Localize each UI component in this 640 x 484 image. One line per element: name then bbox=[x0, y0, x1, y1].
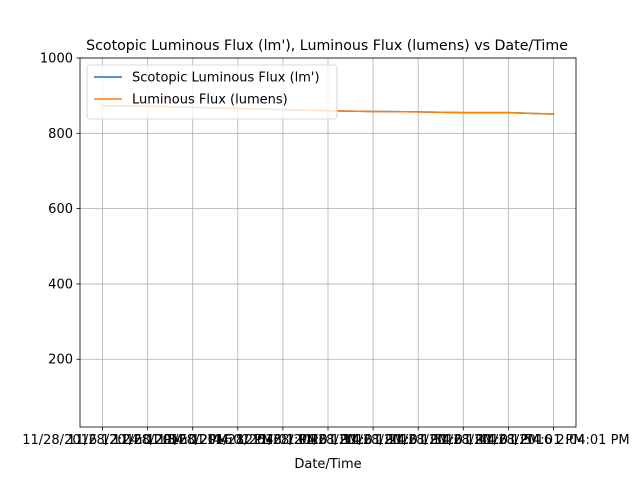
y-tick-label: 800 bbox=[48, 127, 73, 142]
x-tick-label: 11/28/2016 12:34:01 PM bbox=[67, 433, 228, 448]
chart-title: Scotopic Luminous Flux (lm'), Luminous F… bbox=[86, 38, 568, 54]
x-axis-label: Date/Time bbox=[294, 457, 361, 472]
y-tick-label: 1000 bbox=[40, 52, 73, 67]
x-tick-label: 11/28/2016 12:24:01 PM bbox=[22, 433, 183, 448]
legend-label-2: Luminous Flux (lumens) bbox=[132, 93, 288, 108]
x-tick-label: 11/28/2016 1:24:01 PM bbox=[297, 433, 449, 448]
x-tick-label: 11/28/2016 12:54:01 PM bbox=[157, 433, 318, 448]
x-tick-label: 11/28/2016 1:54:01 PM bbox=[432, 433, 584, 448]
legend: Scotopic Luminous Flux (lm') Luminous Flu… bbox=[86, 64, 338, 120]
legend-label-1: Scotopic Luminous Flux (lm') bbox=[132, 71, 320, 86]
x-tick-label: 11/28/2016 12:44:01 PM bbox=[112, 433, 273, 448]
x-tick-label: 11/28/2016 1:04:01 PM bbox=[207, 433, 359, 448]
x-tick-label: 11/28/2016 1:14:01 PM bbox=[252, 433, 404, 448]
legend-box bbox=[86, 64, 338, 120]
grid bbox=[80, 57, 576, 427]
x-tick-label: 11/28/2016 1:34:01 PM bbox=[342, 433, 494, 448]
y-tick-label: 200 bbox=[48, 353, 73, 368]
y-tick-label: 600 bbox=[48, 202, 73, 217]
y-tick-label: 400 bbox=[48, 277, 73, 292]
x-tick-label: 11/28/2016 1:44:01 PM bbox=[387, 433, 539, 448]
x-tick-label: 11/28/2016 2:04:01 PM bbox=[477, 433, 629, 448]
